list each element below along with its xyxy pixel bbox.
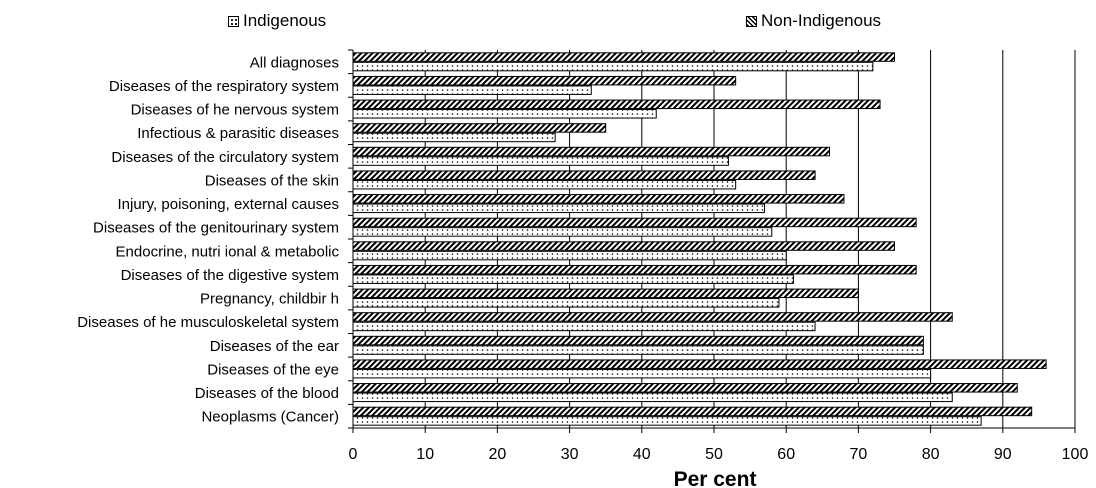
non-indigenous-swatch-icon <box>746 15 757 27</box>
legend-item-non-indigenous: Non-Indigenous <box>746 11 881 31</box>
category-label: Endocrine, nutri ional & metabolic <box>116 243 340 260</box>
legend-item-indigenous: Indigenous <box>228 11 326 31</box>
x-tick-label: 0 <box>349 446 358 463</box>
bar-non-indigenous <box>352 264 917 275</box>
bar-indigenous <box>352 321 816 332</box>
bar-non-indigenous <box>352 241 895 251</box>
indigenous-swatch-icon <box>228 15 239 27</box>
bar-indigenous <box>352 345 924 355</box>
bar-non-indigenous <box>352 217 917 228</box>
x-tick-labels: 0 10 20 30 40 50 60 70 80 90 100 <box>349 446 1089 463</box>
bar-indigenous <box>352 61 874 72</box>
bar-indigenous <box>352 416 982 426</box>
x-tick-label: 80 <box>922 446 940 463</box>
bar-non-indigenous <box>352 359 1047 369</box>
category-label: Diseases of the blood <box>195 385 339 402</box>
bar-non-indigenous <box>352 335 924 346</box>
category-label: Neoplasms (Cancer) <box>201 409 339 426</box>
bar-non-indigenous <box>352 194 845 204</box>
bar-indigenous <box>352 368 932 379</box>
category-label: Diseases of the ear <box>210 338 339 355</box>
bar-indigenous <box>352 227 773 237</box>
x-axis-title: Per cent <box>674 468 757 488</box>
x-tick-label: 90 <box>994 446 1012 463</box>
x-tick-label: 50 <box>705 446 723 463</box>
bar-indigenous <box>352 109 657 119</box>
category-label: Diseases of the circulatory system <box>111 149 339 166</box>
x-tick-label: 20 <box>489 446 507 463</box>
bar-indigenous <box>352 392 953 403</box>
bar-non-indigenous <box>352 312 953 322</box>
bar-non-indigenous <box>352 146 831 157</box>
bar-indigenous <box>352 250 787 261</box>
axes <box>348 49 1076 433</box>
bar-indigenous <box>352 85 592 95</box>
bar-indigenous <box>352 274 794 284</box>
category-label: Injury, poisoning, external causes <box>117 196 339 213</box>
bar-indigenous <box>352 132 556 143</box>
category-label: Diseases of the skin <box>205 172 339 189</box>
x-tick-label: 70 <box>850 446 868 463</box>
legend-label-non-indigenous: Non-Indigenous <box>761 11 882 30</box>
category-labels: All diagnoses Diseases of the respiratory… <box>77 54 339 425</box>
x-tick-label: 10 <box>416 446 434 463</box>
category-label: Diseases of the digestive system <box>121 267 339 284</box>
category-label: All diagnoses <box>250 54 339 71</box>
bar-non-indigenous <box>352 75 737 86</box>
bar-non-indigenous <box>352 170 816 180</box>
category-label: Diseases of he musculoskeletal system <box>77 314 339 331</box>
bar-non-indigenous <box>352 52 895 62</box>
bar-indigenous <box>352 298 780 308</box>
category-label: Diseases of the genitourinary system <box>93 220 339 237</box>
bar-non-indigenous <box>352 406 1033 417</box>
category-label: Infectious & parasitic diseases <box>137 125 339 142</box>
x-tick-label: 100 <box>1062 446 1089 463</box>
bar-indigenous <box>352 156 729 166</box>
bar-indigenous <box>352 179 737 190</box>
category-label: Pregnancy, childbir h <box>200 291 339 308</box>
legend-label-indigenous: Indigenous <box>243 11 327 30</box>
category-label: Diseases of he nervous system <box>131 102 339 119</box>
bars <box>352 52 1047 426</box>
x-tick-label: 40 <box>633 446 651 463</box>
bar-indigenous <box>352 203 766 214</box>
bar-non-indigenous <box>352 123 607 133</box>
x-tick-label: 60 <box>777 446 795 463</box>
bar-non-indigenous <box>352 99 881 110</box>
category-label: Diseases of the respiratory system <box>109 78 339 95</box>
bar-non-indigenous <box>352 288 859 299</box>
bar-non-indigenous <box>352 383 1018 393</box>
x-tick-label: 30 <box>561 446 579 463</box>
category-label: Diseases of the eye <box>207 361 339 378</box>
